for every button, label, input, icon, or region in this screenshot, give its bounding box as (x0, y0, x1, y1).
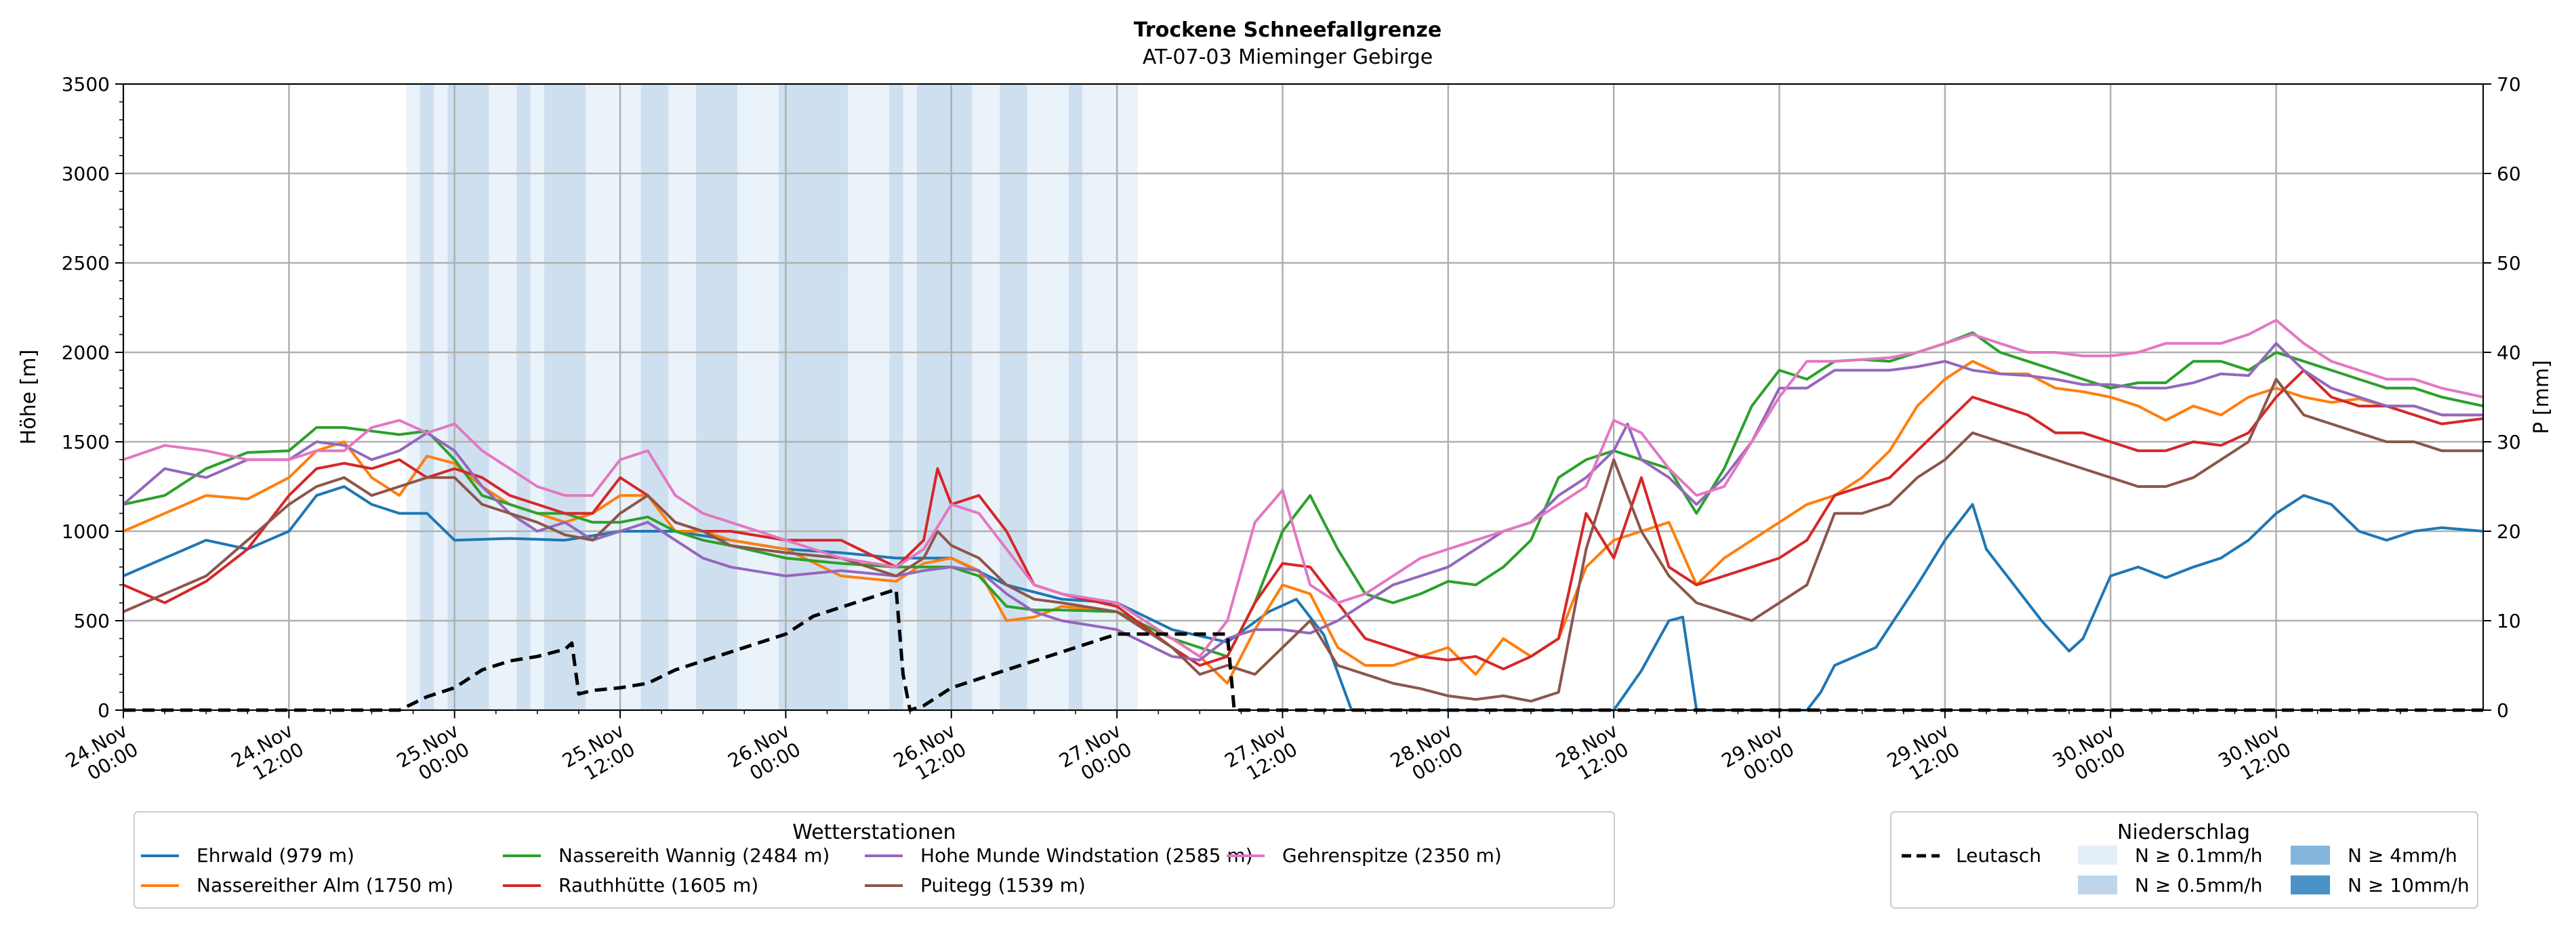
precip-band (972, 84, 1000, 710)
precip-band (489, 84, 517, 710)
legend-swatch-1 (2078, 875, 2117, 894)
precip-band (530, 84, 545, 710)
precip-legend-box (1890, 811, 2478, 909)
legend-label-3: Rauthhütte (1605 m) (558, 874, 758, 896)
series-line-3 (123, 369, 2484, 671)
legend-label-6: Gehrenspitze (2350 m) (1282, 844, 1502, 867)
legend-swatch-3 (2291, 875, 2330, 894)
legend-label-4: Hohe Munde Windstation (2585 m) (920, 844, 1253, 867)
y-tick-label-left: 2000 (62, 342, 110, 364)
y-tick-label-right: 60 (2497, 163, 2521, 185)
y-tick-label-left: 3000 (62, 163, 110, 185)
y-tick-label-right: 30 (2497, 431, 2521, 453)
chart-title: Trockene Schneefallgrenze (1134, 18, 1442, 42)
series-line-4 (122, 342, 2483, 662)
y-tick-label-right: 50 (2497, 252, 2521, 274)
chart-subtitle: AT-07-03 Mieminger Gebirge (1143, 45, 1433, 69)
legend-precip-label-2: N ≥ 4mm/h (2348, 844, 2457, 867)
legend-label-5: Puitegg (1539 m) (920, 874, 1086, 896)
precip-band (1068, 84, 1083, 710)
precip-band (406, 84, 420, 710)
y-tick-label-left: 1500 (62, 431, 110, 453)
legend-swatch-2 (2291, 846, 2330, 865)
precip-band (544, 84, 586, 710)
legend-label-leutasch: Leutasch (1956, 844, 2041, 867)
precip-band (586, 84, 641, 710)
legend-precip-label-0: N ≥ 0.1mm/h (2135, 844, 2262, 867)
stations-legend-entries: Ehrwald (979 m) Nassereither Alm (1750 m)… (141, 844, 1502, 896)
precip-band (916, 84, 973, 710)
series-line-5 (123, 377, 2483, 703)
legend-label-2: Nassereith Wannig (2484 m) (558, 844, 830, 867)
legend-label-1: Nassereither Alm (1750 m) (197, 874, 453, 896)
precip-band (903, 84, 917, 710)
precip-band (779, 84, 849, 710)
y-axis-label-left: Höhe [m] (17, 350, 41, 445)
y-tick-label-right: 10 (2497, 610, 2521, 632)
y-tick-label-right: 20 (2497, 520, 2521, 543)
legend-swatch-0 (2078, 846, 2117, 865)
y-axis-label-right: P [mm] (2530, 360, 2554, 434)
precip-band (420, 84, 434, 710)
legend-precip-label-1: N ≥ 0.5mm/h (2135, 874, 2262, 896)
legend-precip-label-3: N ≥ 10mm/h (2348, 874, 2470, 896)
precip-band (668, 84, 697, 710)
stations-legend-box (134, 811, 1615, 909)
y-tick-label-left: 2500 (62, 252, 110, 274)
legend-label-0: Ehrwald (979 m) (197, 844, 354, 867)
precip-band (737, 84, 779, 710)
y-tick-label-left: 500 (74, 610, 110, 632)
series-line-2 (123, 331, 2484, 658)
y-tick-label-right: 70 (2497, 73, 2521, 96)
series-lines (122, 318, 2484, 712)
stations-legend-title: Wetterstationen (792, 821, 956, 844)
series-line-6 (123, 318, 2484, 658)
precip-band (640, 84, 669, 710)
series-line-7 (123, 587, 2483, 712)
precip-legend-title: Niederschlag (2117, 821, 2250, 844)
y-tick-label-right: 0 (2497, 699, 2509, 722)
y-tick-label-left: 3500 (62, 73, 110, 96)
precip-band (434, 84, 448, 710)
precip-band (848, 84, 890, 710)
precip-band (889, 84, 903, 710)
precip-band (516, 84, 531, 710)
precip-bands (406, 84, 1138, 710)
series-line-0 (123, 485, 2484, 711)
y-tick-label-left: 1000 (62, 520, 110, 543)
y-tick-label-left: 0 (98, 699, 110, 722)
plot-frame (123, 83, 2484, 711)
precip-legend-entries: Leutasch N ≥ 0.1mm/h N ≥ 0.5mm/h N ≥ 4mm/h N… (1902, 844, 2470, 896)
y-tick-label-right: 40 (2497, 342, 2521, 364)
precip-band (696, 84, 738, 710)
